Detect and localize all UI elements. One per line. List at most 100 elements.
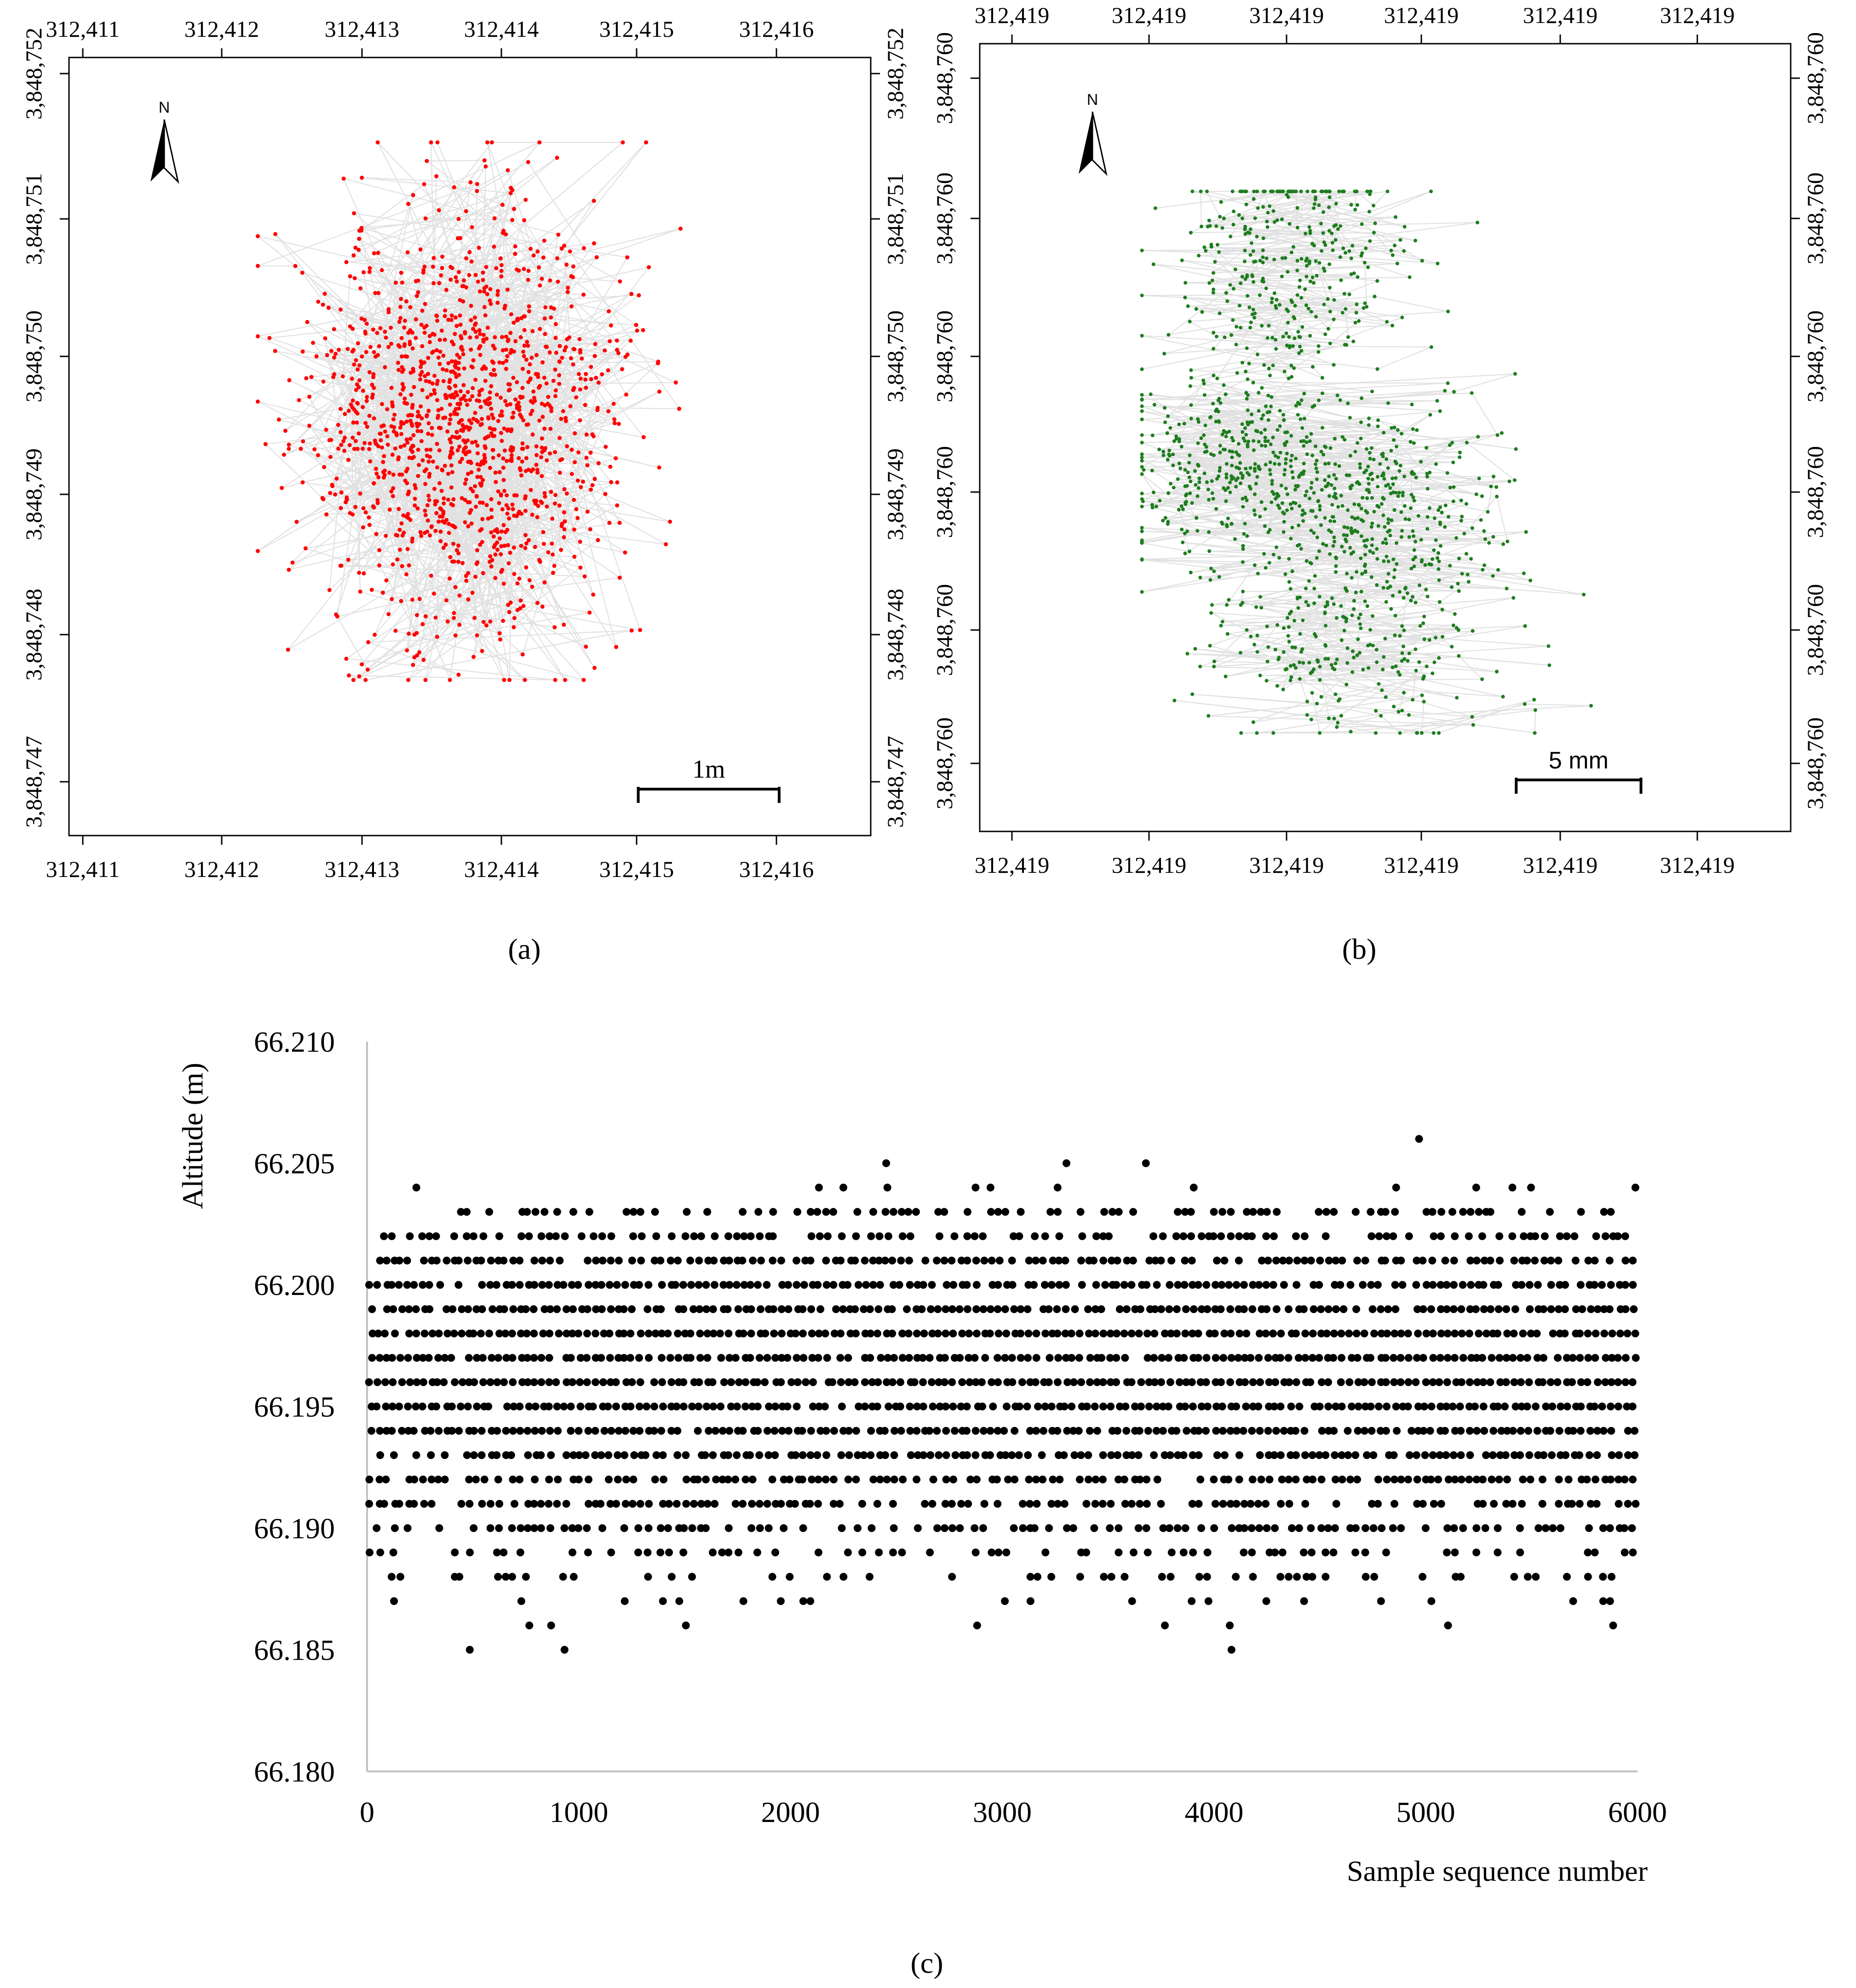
- track-point: [1255, 475, 1259, 479]
- altitude-point: [1091, 1403, 1099, 1410]
- altitude-point: [638, 1232, 646, 1240]
- altitude-point: [993, 1475, 1001, 1484]
- track-point: [1140, 472, 1144, 476]
- track-point: [390, 403, 395, 407]
- track-point: [422, 182, 426, 186]
- track-point: [1414, 669, 1418, 673]
- track-point: [1217, 250, 1221, 254]
- track-point: [456, 367, 461, 371]
- altitude-point: [1060, 1500, 1069, 1508]
- altitude-point: [704, 1256, 713, 1265]
- altitude-point: [1121, 1354, 1129, 1362]
- track-point: [551, 552, 555, 557]
- altitude-point: [769, 1305, 777, 1313]
- altitude-point: [598, 1524, 606, 1532]
- track-point: [1380, 688, 1384, 692]
- altitude-point: [1015, 1451, 1023, 1459]
- track-point: [1140, 367, 1144, 371]
- track-point: [1265, 219, 1269, 223]
- altitude-point: [1053, 1305, 1061, 1313]
- altitude-point: [1592, 1329, 1600, 1338]
- track-point: [367, 447, 372, 451]
- altitude-point: [1172, 1329, 1181, 1338]
- track-point: [453, 585, 458, 590]
- panel-label: (a): [508, 933, 540, 965]
- altitude-point: [1143, 1281, 1151, 1289]
- altitude-point: [839, 1573, 848, 1581]
- track-point: [1382, 497, 1386, 501]
- track-point: [1356, 275, 1360, 279]
- track-point: [1171, 464, 1175, 467]
- altitude-point: [1127, 1500, 1136, 1508]
- track-point: [1370, 471, 1374, 476]
- track-point: [380, 402, 384, 407]
- track-point: [1381, 586, 1385, 590]
- track-point: [1195, 494, 1200, 498]
- altitude-point: [1161, 1621, 1169, 1630]
- track-point: [1224, 476, 1229, 480]
- altitude-point: [396, 1354, 404, 1362]
- altitude-point: [674, 1354, 683, 1362]
- track-point: [1304, 600, 1308, 604]
- altitude-point: [538, 1427, 546, 1435]
- altitude-point: [1112, 1281, 1120, 1289]
- altitude-point: [1127, 1329, 1136, 1338]
- track-point: [1197, 476, 1201, 481]
- altitude-point: [1362, 1573, 1370, 1581]
- track-point: [523, 198, 528, 202]
- track-point: [357, 571, 361, 575]
- track-point: [1183, 296, 1187, 299]
- x-tick-label-top: 312,419: [1384, 2, 1459, 28]
- altitude-point: [525, 1403, 533, 1410]
- altitude-point: [1276, 1354, 1285, 1362]
- track-point: [540, 436, 544, 441]
- track-point: [1220, 522, 1224, 526]
- altitude-point: [1351, 1548, 1360, 1557]
- track-point: [1386, 517, 1391, 521]
- y-tick-label-right: 3,848,747: [882, 736, 908, 828]
- altitude-point: [1302, 1573, 1310, 1581]
- track-point: [353, 504, 358, 509]
- altitude-point: [665, 1548, 673, 1557]
- altitude-point: [530, 1256, 539, 1265]
- x-tick-label: 312,419: [1523, 852, 1598, 878]
- track-point: [506, 506, 511, 511]
- altitude-point: [1248, 1305, 1257, 1313]
- altitude-point: [921, 1256, 930, 1265]
- altitude-point: [741, 1378, 750, 1386]
- track-point: [641, 328, 645, 332]
- altitude-point: [1331, 1451, 1339, 1459]
- track-point: [1428, 413, 1432, 417]
- altitude-point: [1435, 1378, 1443, 1386]
- track-point: [1420, 693, 1424, 697]
- track-point: [501, 361, 505, 365]
- track-point: [621, 140, 625, 145]
- track-point: [1238, 461, 1242, 465]
- track-point: [533, 544, 537, 549]
- altitude-point: [1472, 1305, 1480, 1313]
- altitude-point: [390, 1451, 398, 1459]
- track-point: [1140, 393, 1144, 397]
- altitude-point: [1520, 1232, 1528, 1240]
- altitude-point: [628, 1500, 637, 1508]
- altitude-point: [1301, 1329, 1310, 1338]
- altitude-point: [895, 1281, 903, 1289]
- track-point: [1345, 682, 1349, 687]
- track-point: [464, 256, 469, 261]
- track-point: [1275, 545, 1278, 550]
- altitude-point: [747, 1524, 756, 1532]
- altitude-point: [1179, 1451, 1188, 1459]
- altitude-point: [934, 1329, 942, 1338]
- track-point: [1239, 471, 1243, 475]
- track-point: [628, 338, 633, 343]
- track-point: [342, 448, 347, 453]
- altitude-point: [1041, 1548, 1050, 1557]
- track-point: [517, 456, 521, 460]
- track-point: [1278, 409, 1282, 413]
- altitude-point: [1116, 1403, 1124, 1410]
- track-point: [1494, 485, 1499, 489]
- altitude-point: [395, 1256, 403, 1265]
- track-point: [373, 632, 377, 637]
- track-point: [1268, 373, 1272, 378]
- track-point: [1272, 291, 1276, 295]
